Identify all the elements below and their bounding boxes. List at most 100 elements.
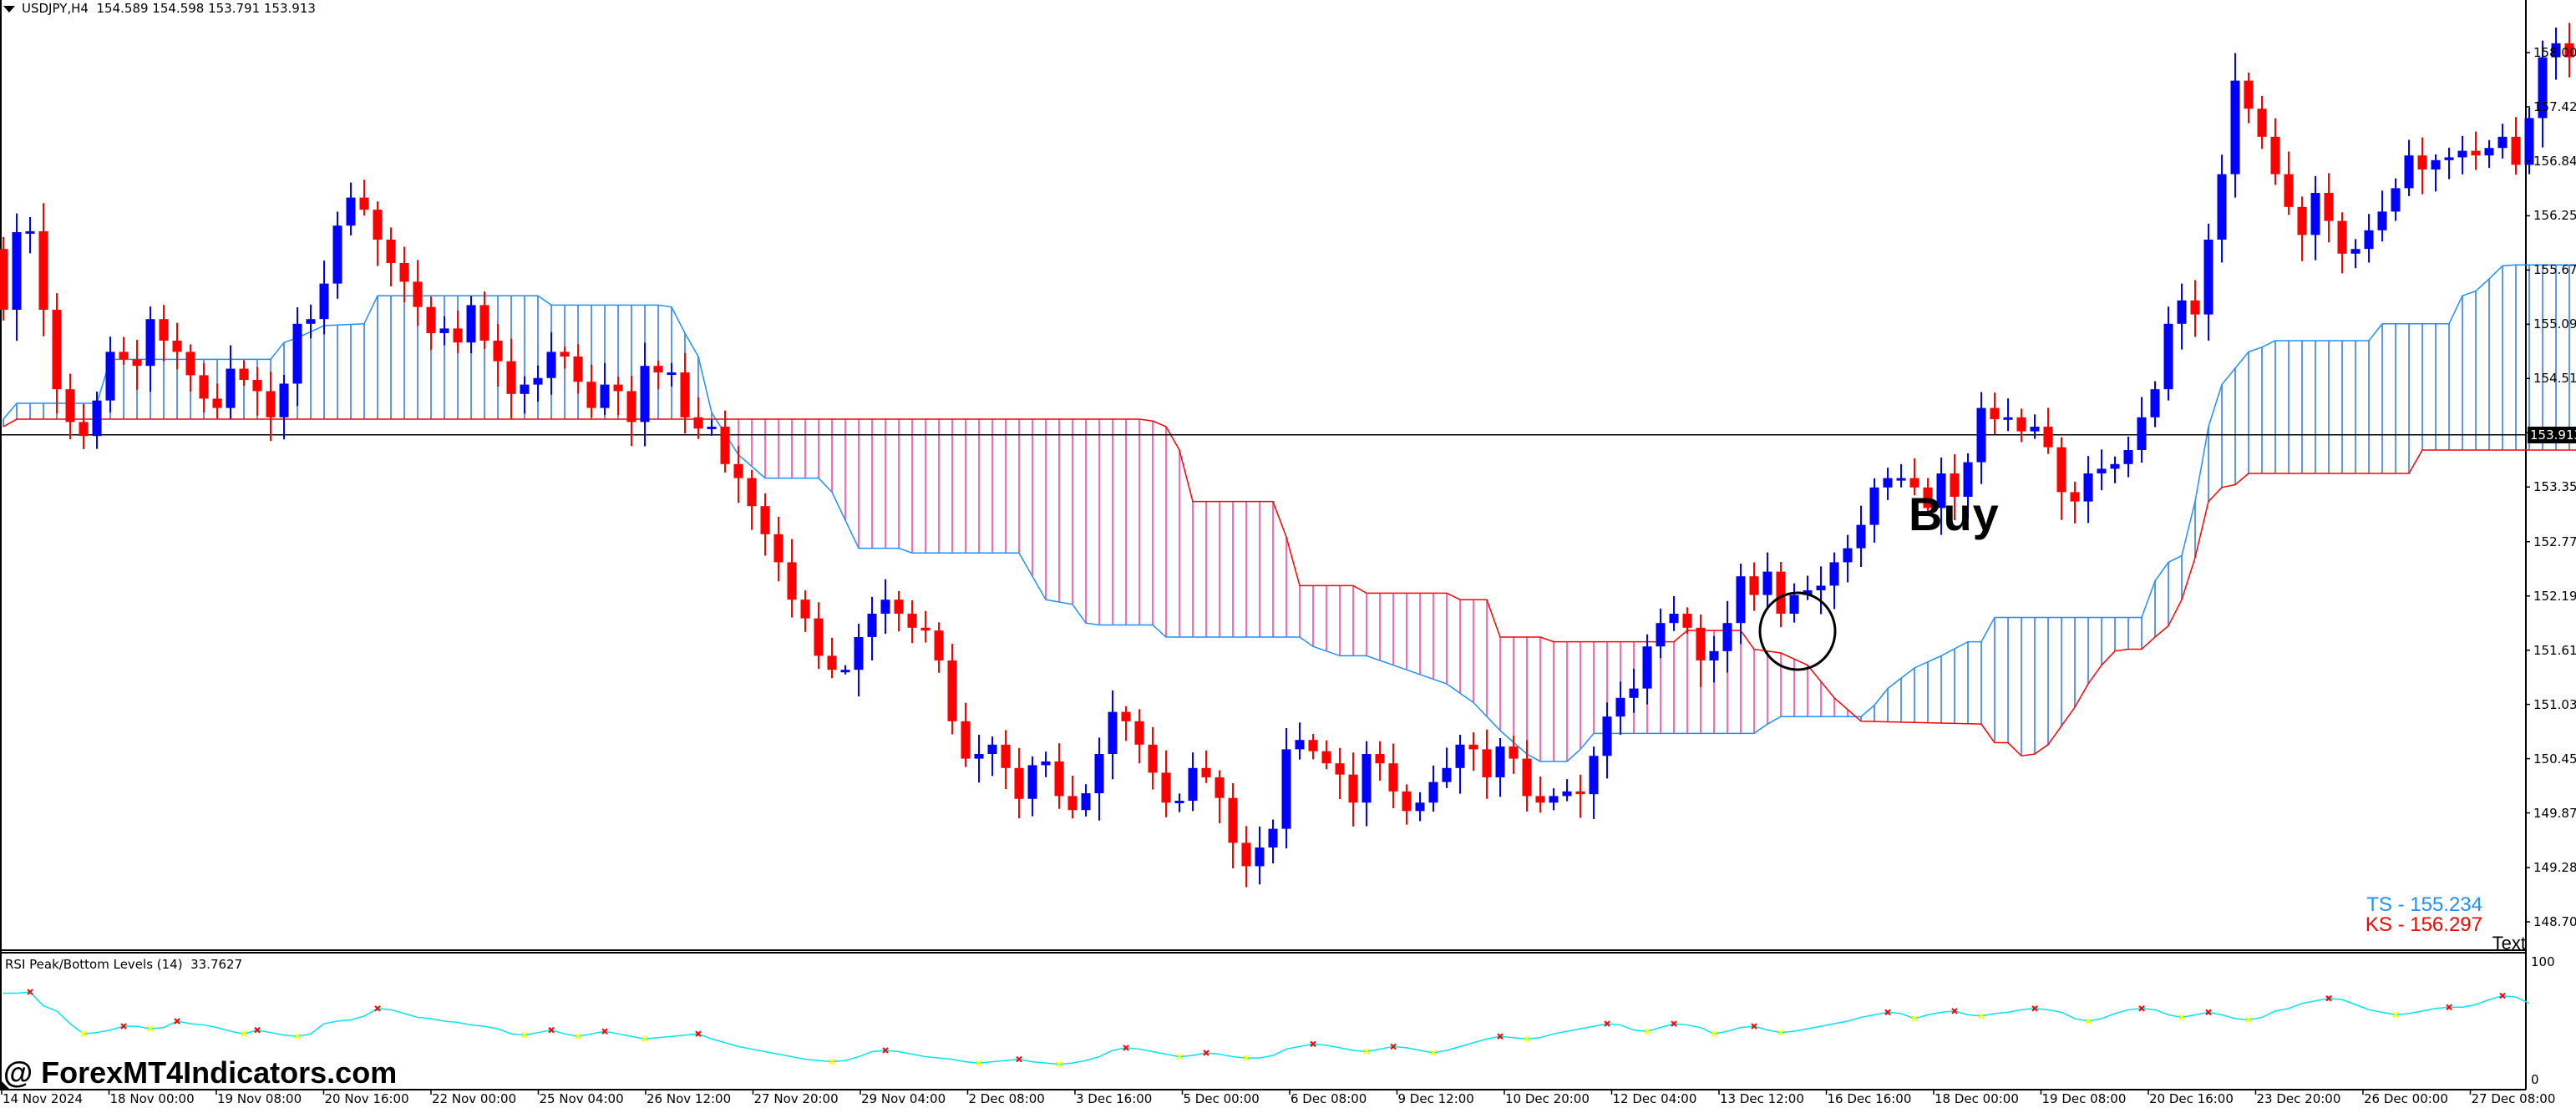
bear-candle xyxy=(2284,174,2294,207)
bull-candle xyxy=(2497,136,2508,149)
bull-candle xyxy=(1963,462,1973,497)
bull-candle xyxy=(1549,796,1559,803)
time-tick-label: 29 Nov 04:00 xyxy=(861,1091,946,1106)
bear-candle xyxy=(1014,767,1024,799)
rsi-bottom-marker-icon xyxy=(80,1030,87,1037)
bull-candle xyxy=(600,384,610,408)
time-tick-label: 20 Dec 16:00 xyxy=(2149,1091,2234,1106)
rsi-bottom-marker-icon xyxy=(241,1030,247,1037)
rsi-peak-marker-icon xyxy=(254,1026,261,1034)
time-tick-label: 3 Dec 16:00 xyxy=(1076,1091,1153,1106)
bull-candle xyxy=(92,400,102,437)
bear-candle xyxy=(132,359,142,367)
bear-candle xyxy=(493,340,503,362)
time-tick-label: 2 Dec 08:00 xyxy=(968,1091,1045,1106)
rsi-peak-marker-icon xyxy=(1390,1043,1397,1050)
price-tick-label: 149.870 xyxy=(2533,805,2576,821)
bear-candle xyxy=(1308,740,1318,751)
price-tick-label: 154.515 xyxy=(2533,371,2576,387)
time-tick-label: 27 Dec 08:00 xyxy=(2471,1091,2556,1106)
time-tick-label: 16 Dec 16:00 xyxy=(1827,1091,1912,1106)
bull-candle xyxy=(2310,193,2320,235)
rsi-line xyxy=(3,991,2530,1065)
rsi-peak-marker-icon xyxy=(1123,1045,1129,1051)
bull-candle xyxy=(2217,174,2227,240)
bull-candle xyxy=(2391,188,2401,212)
bear-candle xyxy=(907,614,917,628)
bull-candle xyxy=(2350,249,2360,254)
rsi-bottom-marker-icon xyxy=(1363,1048,1370,1055)
bull-candle xyxy=(319,283,329,320)
bull-candle xyxy=(2177,300,2187,324)
time-tick-label: 9 Dec 12:00 xyxy=(1397,1091,1474,1106)
bear-candle xyxy=(920,627,931,631)
price-tick-label: 155.675 xyxy=(2533,262,2576,278)
bear-candle xyxy=(1148,744,1158,773)
bear-candle xyxy=(185,352,195,376)
text-label: Text xyxy=(2492,933,2526,954)
bull-candle xyxy=(2110,463,2120,469)
bear-candle xyxy=(1241,842,1251,867)
bull-candle xyxy=(1428,782,1438,803)
bull-candle xyxy=(707,427,717,429)
bear-candle xyxy=(613,384,623,392)
bear-candle xyxy=(266,391,276,417)
bear-candle xyxy=(1054,761,1064,797)
bull-candle xyxy=(520,384,530,394)
rsi-bottom-marker-icon xyxy=(294,1033,301,1040)
bull-candle xyxy=(1295,740,1305,750)
bull-candle xyxy=(1442,767,1452,782)
rsi-bottom-marker-icon xyxy=(641,1035,648,1042)
rsi-peak-marker-icon xyxy=(1884,1009,1891,1016)
bear-candle xyxy=(773,534,783,563)
bull-candle xyxy=(466,305,476,343)
bull-candle xyxy=(1589,756,1599,795)
bull-candle xyxy=(2484,148,2494,156)
rsi-peak-marker-icon xyxy=(374,1005,381,1012)
rsi-bottom-marker-icon xyxy=(2392,1011,2399,1019)
rsi-bottom-marker-icon xyxy=(521,1032,528,1039)
bull-candle xyxy=(1736,576,1746,624)
bear-candle xyxy=(560,352,570,357)
bear-candle xyxy=(2471,150,2481,156)
bear-candle xyxy=(814,618,824,656)
bull-candle xyxy=(1762,571,1772,595)
time-tick-label: 10 Dec 20:00 xyxy=(1505,1091,1590,1106)
bull-candle xyxy=(2230,80,2240,175)
price-tick-label: 151.030 xyxy=(2533,696,2576,712)
bear-candle xyxy=(1335,763,1345,775)
rsi-peak-marker-icon xyxy=(1671,1020,1677,1027)
bear-candle xyxy=(747,478,757,507)
time-tick-label: 6 Dec 08:00 xyxy=(1291,1091,1367,1106)
bull-candle xyxy=(1656,623,1666,647)
bull-candle xyxy=(1843,548,1853,563)
bear-candle xyxy=(239,368,249,380)
kijun-sen-label: KS - 156.297 xyxy=(2365,913,2482,936)
bull-candle xyxy=(667,372,677,376)
bear-candle xyxy=(212,398,222,408)
bull-candle xyxy=(2203,240,2213,315)
chart-header: USDJPY,H4 154.589 154.598 153.791 153.91… xyxy=(3,1,316,16)
collapse-triangle-icon[interactable] xyxy=(3,5,15,13)
bear-candle xyxy=(1402,791,1412,812)
bear-candle xyxy=(2190,300,2200,315)
bear-candle xyxy=(1909,478,1919,488)
bear-candle xyxy=(119,352,129,360)
bear-candle xyxy=(2297,206,2307,235)
bear-candle xyxy=(2257,109,2267,137)
bull-candle xyxy=(1415,802,1425,812)
bull-candle xyxy=(1669,614,1679,624)
rsi-bottom-marker-icon xyxy=(1176,1053,1183,1060)
bull-candle xyxy=(974,754,984,759)
bull-candle xyxy=(867,614,877,637)
rsi-axis-min: 0 xyxy=(2531,1072,2539,1087)
symbol-label: USDJPY,H4 xyxy=(22,1,89,16)
bull-candle xyxy=(840,670,850,673)
bear-candle xyxy=(373,210,383,240)
bear-candle xyxy=(2564,43,2574,58)
bear-candle xyxy=(1575,791,1585,795)
bull-candle xyxy=(1896,478,1906,481)
bull-candle xyxy=(145,319,155,367)
bear-candle xyxy=(2070,492,2080,502)
